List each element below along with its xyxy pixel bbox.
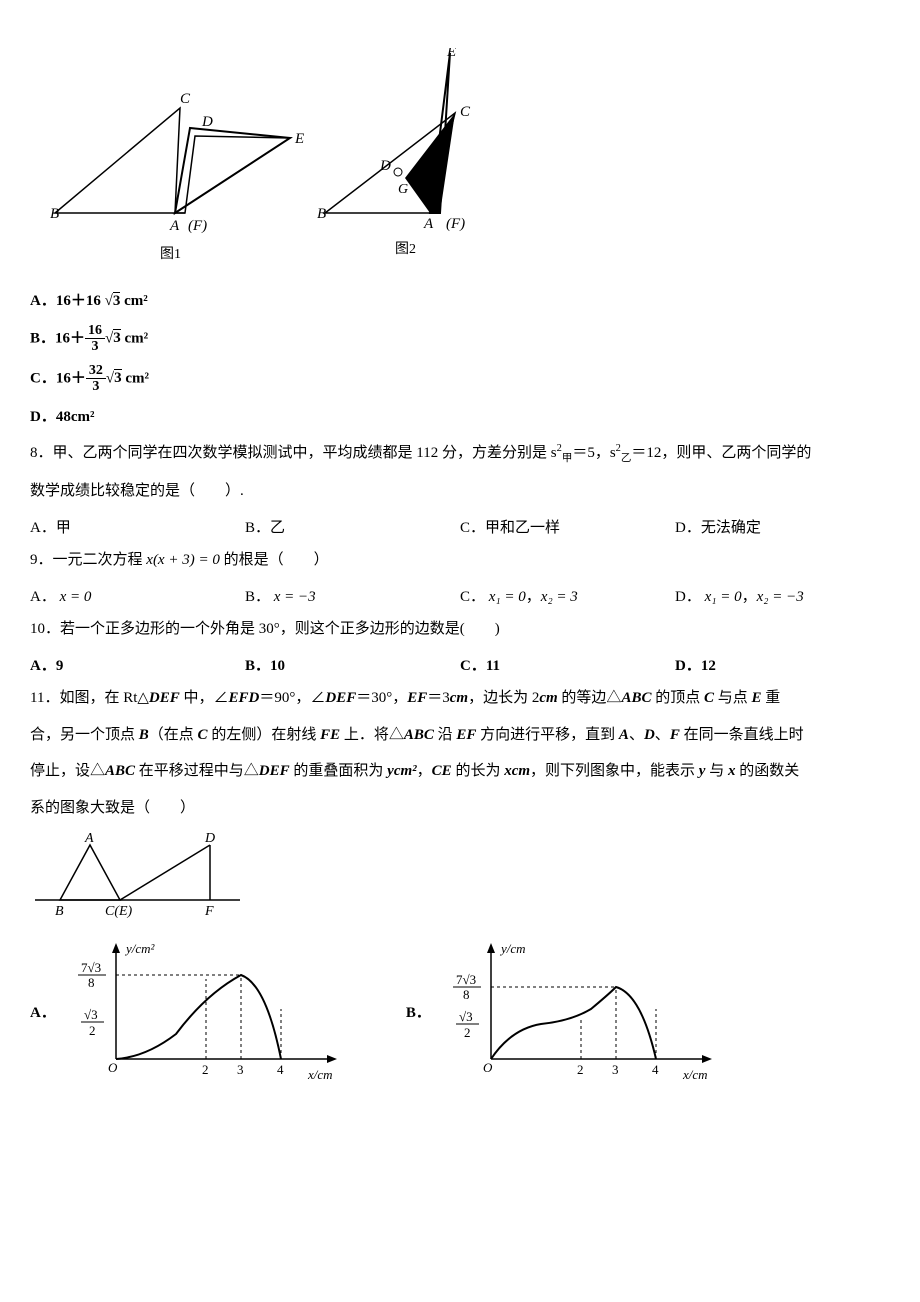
svg-text:3: 3: [612, 1062, 619, 1077]
q11-text-3: 停止，设△ABC 在平移过程中与△DEF 的重叠面积为 ycm²，CE 的长为 …: [30, 757, 890, 786]
q8-text: 8．甲、乙两个同学在四次数学模拟测试中，平均成绩都是 112 分，方差分别是 s…: [30, 439, 890, 469]
svg-text:B: B: [50, 206, 59, 222]
svg-text:E: E: [294, 131, 304, 147]
svg-text:2: 2: [202, 1062, 209, 1077]
svg-text:7√3: 7√3: [456, 972, 476, 987]
svg-text:G: G: [398, 182, 408, 197]
svg-text:O: O: [108, 1060, 118, 1075]
q10-text: 10．若一个正多边形的一个外角是 30°，则这个正多边形的边数是( ): [30, 615, 890, 644]
q9-choice-B: B． x = −3: [245, 583, 460, 612]
q10-choice-B: B．10: [245, 652, 460, 681]
chartB-label: B．: [406, 999, 431, 1028]
svg-text:D: D: [201, 114, 213, 130]
q8-choice-A: A．甲: [30, 514, 245, 543]
svg-text:3: 3: [237, 1062, 244, 1077]
svg-text:图2: 图2: [395, 242, 416, 257]
svg-text:x/cm: x/cm: [307, 1067, 333, 1082]
q11-text: 11．如图，在 Rt△DEF 中，∠EFD＝90°，∠DEF＝30°，EF＝3c…: [30, 684, 890, 713]
q11-figure: A B C(E) D F: [30, 830, 890, 931]
svg-text:(F): (F): [446, 216, 465, 232]
q9-choice-C: C． x₁ = 0，x₂ = 3: [460, 583, 675, 612]
q9-text: 9．一元二次方程 x(x + 3) = 0 的根是（ ）: [30, 546, 890, 575]
q9-choices: A． x = 0 B． x = −3 C． x₁ = 0，x₂ = 3 D． x…: [30, 583, 890, 612]
chartA-label: A．: [30, 999, 56, 1028]
svg-text:x/cm: x/cm: [682, 1067, 708, 1082]
svg-text:C: C: [460, 104, 471, 120]
svg-text:(F): (F): [188, 218, 207, 234]
q8-choices: A．甲 B．乙 C．甲和乙一样 D．无法确定: [30, 514, 890, 543]
svg-text:8: 8: [88, 975, 95, 990]
q8-choice-C: C．甲和乙一样: [460, 514, 675, 543]
chartA-svg: 7√3 8 √3 2 2 3 4 O x/cm y/cm²: [56, 939, 346, 1089]
svg-text:O: O: [483, 1060, 493, 1075]
svg-text:2: 2: [464, 1025, 471, 1040]
svg-text:7√3: 7√3: [81, 960, 101, 975]
svg-text:√3: √3: [459, 1009, 473, 1024]
q11-text-4: 系的图象大致是（ ）: [30, 794, 890, 823]
svg-text:C: C: [180, 91, 191, 107]
q11-text-2: 合，另一个顶点 B（在点 C 的左侧）在射线 FE 上．将△ABC 沿 EF 方…: [30, 721, 890, 750]
svg-text:√3: √3: [84, 1007, 98, 1022]
svg-text:D: D: [379, 158, 391, 174]
q7-choice-A: A．16＋16 √3 cm²: [30, 287, 890, 316]
svg-text:y/cm²: y/cm²: [124, 941, 156, 956]
svg-text:F: F: [204, 904, 214, 919]
svg-text:A: A: [169, 218, 180, 234]
svg-text:2: 2: [577, 1062, 584, 1077]
svg-text:8: 8: [463, 987, 470, 1002]
svg-text:C(E): C(E): [105, 904, 133, 919]
svg-text:图1: 图1: [160, 247, 181, 262]
svg-text:A: A: [84, 831, 94, 846]
svg-text:E: E: [446, 48, 456, 60]
q8-choice-B: B．乙: [245, 514, 460, 543]
svg-text:B: B: [317, 206, 326, 222]
svg-text:y/cm: y/cm: [499, 941, 526, 956]
svg-text:4: 4: [652, 1062, 659, 1077]
q7-choice-D: D．48cm²: [30, 403, 890, 432]
q10-choice-A: A．9: [30, 652, 245, 681]
q9-choice-D: D． x₁ = 0，x₂ = −3: [675, 583, 890, 612]
q11-charts: A． 7√3 8 √3 2 2 3 4 O x/cm: [30, 939, 890, 1089]
q10-choice-C: C．11: [460, 652, 675, 681]
q10-choice-D: D．12: [675, 652, 890, 681]
q7-figures: B A (F) C D E 图1 B A (F) C D E G 图2: [30, 48, 890, 279]
q8-choice-D: D．无法确定: [675, 514, 890, 543]
q8-text-b: 数学成绩比较稳定的是（ ）.: [30, 477, 890, 506]
q10-choices: A．9 B．10 C．11 D．12: [30, 652, 890, 681]
svg-text:B: B: [55, 904, 64, 919]
svg-text:4: 4: [277, 1062, 284, 1077]
q7-choice-B: B．16＋163√3 cm²: [30, 323, 890, 355]
svg-text:2: 2: [89, 1023, 96, 1038]
q9-choice-A: A． x = 0: [30, 583, 245, 612]
chartB-svg: 7√3 8 √3 2 2 3 4 O x/cm y/cm: [431, 939, 721, 1089]
q7-choice-C: C．16＋323√3 cm²: [30, 363, 890, 395]
svg-text:A: A: [423, 216, 434, 232]
svg-text:D: D: [204, 831, 215, 846]
